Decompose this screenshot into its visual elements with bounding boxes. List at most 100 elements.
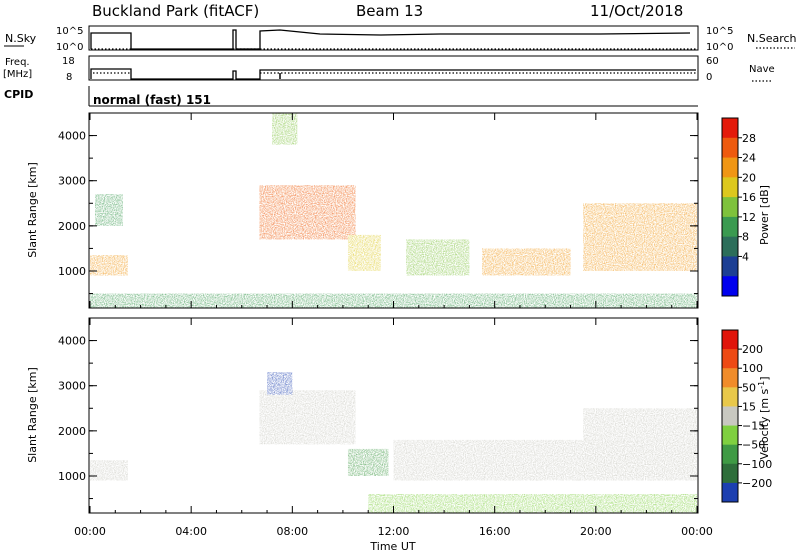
velocity-colorbar-swatch	[722, 387, 738, 407]
power-region-5	[406, 239, 470, 276]
power-data-layer	[90, 113, 697, 308]
velocity-ylabel: Slant Range [km]	[26, 367, 39, 463]
power-panel: 4000 3000 2000 1000 Slant Range [km]	[26, 112, 699, 309]
x-axis-ticks: 00:00 04:00 08:00 12:00 16:00 20:00 00:00	[74, 113, 713, 538]
nsky-label: N.Sky	[5, 32, 37, 45]
velocity-colorbar-tick-label: −50	[742, 439, 765, 452]
velocity-colorbar-swatch	[722, 444, 738, 465]
cpid-label: CPID	[4, 88, 33, 101]
power-region-2	[259, 185, 356, 240]
power-colorbar-swatch	[722, 177, 738, 198]
x-tick-label: 20:00	[580, 525, 612, 538]
power-colorbar-swatch	[722, 236, 738, 257]
freq-label-2: [MHz]	[3, 69, 32, 80]
freq-panel: Freq. [MHz] 18 8 60 0 Nave	[3, 55, 775, 83]
beam-label: Beam 13	[356, 2, 423, 20]
y-tick-label: 3000	[58, 380, 86, 393]
velocity-colorbar-border	[721, 329, 739, 503]
power-region-4	[347, 234, 381, 271]
x-tick-label: 04:00	[175, 525, 207, 538]
power-region-1	[95, 194, 123, 226]
x-tick-label: 00:00	[681, 525, 713, 538]
power-colorbar-tick-label: 28	[742, 132, 756, 145]
velocity-colorbar-tick-label: −15	[742, 420, 765, 433]
x-axis-label: Time UT	[369, 540, 415, 553]
freq-top-tick: 18	[62, 56, 75, 67]
velocity-colorbar-swatch	[722, 425, 738, 446]
nsky-bottom-tick: 10^0	[56, 42, 83, 53]
velocity-region-0	[90, 460, 128, 481]
nsky-series-line	[90, 29, 691, 50]
power-colorbar-tick-label: 24	[742, 152, 756, 165]
nsearch-label: N.Search	[747, 32, 797, 45]
power-y-ticks: 4000 3000 2000 1000	[58, 112, 698, 295]
power-region-6	[482, 248, 571, 276]
freq-label-1: Freq.	[5, 57, 30, 68]
velocity-y-ticks: 4000 3000 2000 1000	[58, 317, 698, 500]
site-title: Buckland Park (fitACF)	[92, 2, 259, 20]
velocity-data-layer	[90, 372, 697, 513]
velocity-region-6	[368, 494, 697, 513]
power-region-7	[583, 203, 697, 271]
velocity-region-1	[259, 390, 356, 445]
power-colorbar-swatch	[722, 118, 738, 139]
velocity-colorbar-tick-label: 100	[742, 362, 763, 375]
nsky-top-tick: 10^5	[56, 26, 83, 37]
x-tick-label: 08:00	[276, 525, 308, 538]
power-colorbar-tick-label: 4	[742, 250, 749, 263]
nave-top-tick: 60	[706, 56, 719, 67]
y-tick-label: 2000	[58, 425, 86, 438]
x-tick-label: 12:00	[378, 525, 410, 538]
power-colorbar-tick-label: 8	[742, 231, 749, 244]
power-colorbar-tick-label: 12	[742, 211, 756, 224]
power-colorbar-border	[721, 117, 739, 297]
velocity-colorbar: 200 100 50 15 −15 −50 −100 −200	[721, 329, 772, 503]
power-colorbar: 28 24 20 16 12 8 4	[721, 117, 756, 297]
velocity-colorbar-swatch	[722, 482, 738, 503]
nave-bottom-tick: 0	[706, 72, 712, 83]
power-colorbar-tick-label: 16	[742, 191, 756, 204]
velocity-region-5	[583, 408, 697, 476]
power-colorbar-swatch	[722, 137, 738, 159]
power-ylabel: Slant Range [km]	[26, 162, 39, 258]
freq-bottom-tick: 8	[66, 72, 72, 83]
velocity-colorbar-tick-label: −100	[742, 458, 772, 471]
velocity-colorbar-tick-label: 200	[742, 343, 763, 356]
velocity-colorbar-swatch	[722, 368, 738, 388]
power-colorbar-swatch	[722, 197, 738, 218]
nsearch-bottom-tick: 10^0	[706, 42, 733, 53]
velocity-region-2	[267, 372, 293, 395]
date-label: 11/Oct/2018	[590, 2, 683, 20]
power-colorbar-label: Power [dB]	[758, 185, 771, 245]
x-tick-label: 16:00	[479, 525, 511, 538]
power-colorbar-swatch	[722, 256, 738, 277]
velocity-colorbar-tick-label: 50	[742, 381, 756, 394]
y-tick-label: 2000	[58, 220, 86, 233]
power-colorbar-swatch	[722, 216, 738, 238]
velocity-panel: 4000 3000 2000 1000 Slant Range [km]	[26, 317, 699, 514]
velocity-colorbar-tick-label: 15	[742, 400, 756, 413]
nave-label: Nave	[749, 64, 775, 75]
y-tick-label: 1000	[58, 265, 86, 278]
nsearch-top-tick: 10^5	[706, 26, 733, 37]
y-tick-label: 4000	[58, 335, 86, 348]
power-region-8	[90, 293, 697, 308]
velocity-colorbar-swatch	[722, 349, 738, 369]
velocity-colorbar-swatch	[722, 406, 738, 427]
y-tick-label: 1000	[58, 470, 86, 483]
velocity-colorbar-label: Velocity [m s-1]	[757, 376, 771, 459]
nsky-panel: N.Sky 10^5 10^0 10^5 10^0 N.Search	[4, 25, 797, 53]
power-colorbar-swatch	[722, 276, 738, 297]
power-colorbar-tick-label: 20	[742, 171, 756, 184]
cpid-value: normal (fast) 151	[93, 93, 211, 107]
power-region-0	[90, 255, 128, 276]
velocity-colorbar-tick-label: −200	[742, 477, 772, 490]
y-tick-label: 3000	[58, 175, 86, 188]
freq-series-line	[90, 68, 696, 80]
y-tick-label: 4000	[58, 130, 86, 143]
power-colorbar-swatch	[722, 157, 738, 178]
power-region-3	[272, 113, 298, 145]
velocity-region-3	[347, 448, 389, 476]
x-tick-label: 00:00	[74, 525, 106, 538]
